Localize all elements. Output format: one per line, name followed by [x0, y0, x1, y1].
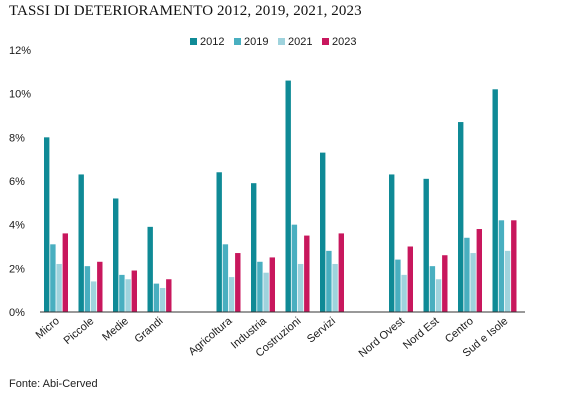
x-tick-label: Nord Est — [401, 315, 441, 352]
bar-2019-costruzioni — [291, 224, 298, 312]
bar-2012-centro — [458, 122, 464, 312]
bar-2023-costruzioni — [304, 235, 310, 312]
legend-swatch-2021 — [278, 38, 285, 45]
bar-2019-centro — [464, 237, 470, 312]
bar-2012-medie — [113, 198, 119, 312]
y-axis: 0% 2% 4% 6% 8% 10% 12% — [9, 45, 31, 319]
bar-2019-agricoltura — [222, 244, 229, 312]
y-tick-label: 4% — [9, 220, 25, 232]
bar-2019-servizi — [326, 250, 332, 312]
x-tick-label: Grandi — [132, 315, 165, 345]
x-tick-label: Nord Ovest — [357, 315, 407, 360]
x-axis: Micro Piccole Medie Grandi AgricolturaIndust… — [34, 311, 525, 360]
bar-2021-servizi — [332, 263, 338, 312]
legend-label-2012: 2012 — [200, 36, 224, 48]
bar-2021-medie — [125, 279, 131, 312]
bar-2021-sud-e-isole — [504, 250, 511, 312]
x-tick-label: Servizi — [305, 315, 338, 345]
bar-2021-grandi — [159, 287, 166, 312]
bar-2021-micro — [56, 263, 62, 312]
y-tick-label: 12% — [9, 45, 31, 57]
bar-2019-sud-e-isole — [498, 220, 505, 312]
bar-2019-nord-ovest — [395, 259, 401, 312]
source-note: Fonte: Abi-Cerved — [9, 378, 98, 390]
bar-2019-micro — [50, 244, 56, 312]
y-tick-label: 0% — [9, 307, 25, 319]
bar-2012-piccole — [78, 174, 84, 312]
bar-2019-piccole — [84, 266, 91, 312]
legend-swatch-2023 — [322, 38, 329, 45]
y-tick-label: 10% — [9, 89, 31, 101]
page-title: TASSI DI DETERIORAMENTO 2012, 2019, 2021… — [9, 3, 362, 19]
bar-2023-nord-est — [442, 255, 448, 312]
bar-2012-costruzioni — [285, 80, 291, 312]
bar-2012-nord-est — [423, 178, 429, 312]
bar-2023-agricoltura — [235, 253, 241, 312]
legend-label-2023: 2023 — [332, 36, 356, 48]
y-tick-label: 8% — [9, 132, 25, 144]
bars — [44, 80, 517, 312]
bar-2012-sud-e-isole — [492, 89, 498, 312]
bar-2023-micro — [62, 233, 68, 312]
bar-2023-centro — [476, 229, 482, 312]
bar-2012-agricoltura — [216, 172, 222, 312]
bar-2021-piccole — [90, 281, 97, 312]
x-tick-label: Micro — [34, 315, 62, 341]
y-tick-label: 6% — [9, 176, 25, 188]
bar-2023-medie — [131, 270, 137, 312]
bar-2021-agricoltura — [228, 277, 235, 312]
bar-2012-micro — [44, 137, 50, 312]
chart-legend: 2012 2019 2021 2023 — [190, 36, 356, 48]
bar-2021-costruzioni — [297, 263, 304, 312]
bar-2019-nord-est — [429, 266, 436, 312]
legend-swatch-2019 — [234, 38, 241, 45]
bar-2021-centro — [470, 253, 476, 312]
bar-2012-servizi — [320, 152, 326, 312]
bar-2021-industria — [263, 272, 269, 312]
bar-2023-piccole — [97, 261, 103, 312]
x-tick-label: Agricoltura — [186, 315, 235, 359]
bar-2021-nord-est — [435, 279, 442, 312]
bar-2023-grandi — [166, 279, 172, 312]
x-tick-label: Piccole — [62, 315, 97, 347]
bar-2023-nord-ovest — [407, 246, 413, 312]
bar-2019-grandi — [153, 283, 160, 312]
legend-swatch-2012 — [190, 38, 197, 45]
bar-2012-grandi — [147, 226, 153, 312]
legend-label-2021: 2021 — [288, 36, 312, 48]
legend-label-2019: 2019 — [244, 36, 268, 48]
bar-2023-sud-e-isole — [511, 220, 517, 312]
bar-2021-nord-ovest — [401, 274, 407, 312]
bar-2012-nord-ovest — [389, 174, 395, 312]
bar-2023-industria — [269, 257, 275, 312]
y-tick-label: 2% — [9, 263, 25, 275]
bar-2012-industria — [251, 183, 257, 312]
x-tick-label: Medie — [100, 315, 131, 343]
bar-2023-servizi — [338, 233, 344, 312]
bar-2019-industria — [257, 261, 263, 312]
bar-2019-medie — [119, 274, 125, 312]
